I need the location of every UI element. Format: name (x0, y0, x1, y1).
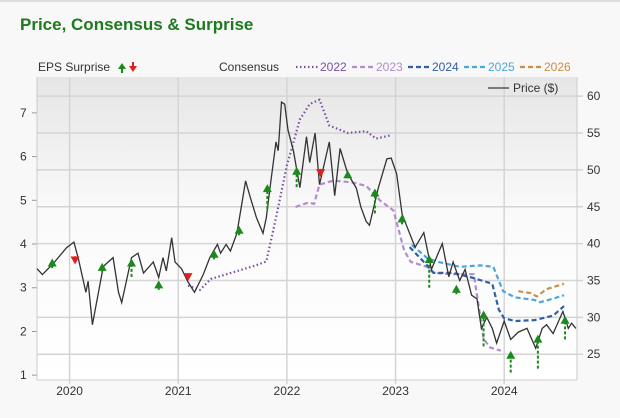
legend-year-2024: 2024 (432, 60, 459, 74)
legend: EPS Surprise Consensus 2022 2023 2024 2025 202… (38, 60, 571, 95)
consensus-line-2022 (187, 98, 392, 292)
x-tick-label: 2022 (274, 384, 301, 398)
chart-title: Price, Consensus & Surprise (20, 15, 254, 34)
right-tick-label: 55 (587, 126, 601, 140)
left-tick-label: 6 (20, 150, 27, 164)
surprise-up-arrow (397, 214, 407, 223)
surprise-up-arrow (262, 184, 272, 193)
surprise-down-arrow (70, 256, 80, 265)
legend-down-arrow-icon (129, 66, 137, 72)
left-tick-label: 2 (20, 324, 27, 338)
surprise-up-arrow (560, 315, 570, 324)
legend-surprise-label: EPS Surprise (38, 60, 110, 74)
x-tick-label: 2020 (56, 384, 83, 398)
surprise-up-arrow (292, 166, 302, 175)
surprise-up-arrow (370, 188, 380, 197)
legend-year-2022: 2022 (320, 60, 347, 74)
right-tick-label: 40 (587, 237, 601, 251)
surprise-up-arrow (47, 258, 57, 267)
series (36, 98, 577, 373)
surprise-up-arrow (506, 350, 516, 359)
grid (37, 77, 583, 384)
x-tick-label: 2021 (165, 384, 192, 398)
left-tick-label: 3 (20, 281, 27, 295)
legend-price-label: Price ($) (513, 81, 558, 95)
left-tick-label: 5 (20, 193, 27, 207)
surprise-up-arrow (343, 170, 353, 179)
left-tick-label: 7 (20, 106, 27, 120)
right-tick-label: 35 (587, 273, 601, 287)
x-tick-label: 2024 (491, 384, 518, 398)
left-tick-label: 4 (20, 237, 27, 251)
surprise-up-arrow (127, 258, 137, 267)
legend-year-2023: 2023 (376, 60, 403, 74)
right-tick-label: 30 (587, 310, 601, 324)
legend-year-2025: 2025 (488, 60, 515, 74)
right-tick-label: 25 (587, 347, 601, 361)
x-tick-label: 2023 (382, 384, 409, 398)
right-tick-label: 50 (587, 163, 601, 177)
right-tick-label: 45 (587, 200, 601, 214)
consensus-line-2025 (411, 244, 565, 304)
surprise-up-arrow (209, 249, 219, 258)
surprise-down-arrow (183, 273, 193, 282)
surprise-up-arrow (97, 262, 107, 271)
plot-area (37, 77, 577, 380)
surprise-up-arrow (533, 334, 543, 343)
right-tick-label: 60 (587, 89, 601, 103)
consensus-line-2024 (408, 246, 565, 323)
surprise-up-arrow (424, 255, 434, 264)
surprise-up-arrow (154, 280, 164, 289)
left-tick-label: 1 (20, 368, 27, 382)
legend-year-2026: 2026 (544, 60, 571, 74)
surprise-up-arrow (451, 284, 461, 293)
surprise-up-arrow (234, 225, 244, 234)
consensus-line-2026 (518, 282, 565, 298)
surprise-down-arrow (316, 169, 326, 178)
legend-consensus-label: Consensus (219, 60, 279, 74)
surprise-up-arrow (479, 310, 489, 319)
